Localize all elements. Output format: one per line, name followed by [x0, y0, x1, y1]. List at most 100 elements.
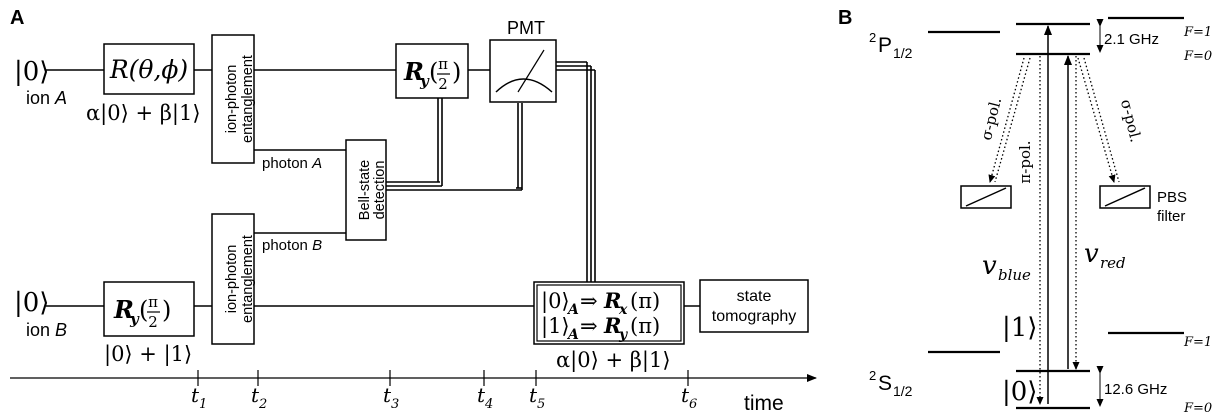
svg-text:A: A [566, 327, 579, 343]
ion-a-state: α|0⟩ + β|1⟩ [86, 101, 201, 126]
ry-gate-b-box [103, 281, 195, 337]
time-tick-label: t4 [477, 383, 493, 412]
classical-channel-bell [386, 98, 523, 191]
pbs-label: PBS [1157, 189, 1187, 206]
pmt-label: PMT [507, 18, 545, 38]
filter-label: filter [1157, 208, 1185, 225]
svg-text:A: A [566, 302, 579, 318]
pmt-needle [517, 49, 545, 93]
svg-text:blue: blue [998, 266, 1031, 284]
svg-text:(: ( [429, 58, 438, 86]
p-splitting-label: 2.1 GHz [1104, 31, 1159, 48]
ry-gate-a-box [395, 43, 469, 99]
ry-gate-a-label: R y ( π 2 ) [403, 55, 461, 93]
tomography-line1: state [737, 288, 772, 305]
s-splitting-label: 12.6 GHz [1104, 381, 1167, 398]
s-level-label: 2 S 1/2 [869, 368, 913, 399]
panel-b: B 2 P 1/2 2 S 1/2 2.1 GHz [838, 7, 1212, 415]
svg-text:S: S [878, 372, 892, 395]
energy-levels [928, 16, 1184, 410]
ion-b-state: |0⟩ + |1⟩ [104, 342, 192, 367]
conditional-line-2: |1⟩ A ⇒ R y (π) [541, 313, 660, 343]
pmt-meter-arc [495, 78, 553, 93]
time-tick-label: t6 [681, 383, 697, 412]
entanglement-box-a [211, 34, 255, 164]
rotation-gate-box [103, 43, 195, 95]
f1-bottom-label: F=1 [1183, 335, 1212, 350]
sigma-right-arrow [1077, 57, 1120, 183]
time-axis-label: time [744, 392, 784, 415]
pi-pol-label: π-pol. [1016, 140, 1034, 183]
svg-text:1/2: 1/2 [893, 45, 913, 61]
ket-one-label: |1⟩ [1002, 313, 1037, 343]
bell-detection-box [345, 139, 387, 241]
sigma-left-arrow [988, 57, 1031, 183]
time-tick-label: t3 [383, 383, 399, 412]
photon-b-label: photon B [262, 237, 322, 254]
f0-top-label: F=0 [1183, 49, 1212, 64]
p-level-label: 2 P 1/2 [869, 30, 913, 61]
svg-text:R: R [113, 295, 134, 324]
svg-text:|1⟩: |1⟩ [541, 314, 570, 339]
ry-gate-b-label: R y ( π 2 ) [113, 293, 171, 331]
tomography-line2: tomography [712, 308, 797, 325]
svg-text:2: 2 [438, 75, 448, 93]
ion-a-label: ion A [26, 88, 67, 108]
bell-line1: Bell-state [357, 160, 373, 220]
classical-channel-pmt [556, 61, 596, 282]
entanglement-b-line1: ion-photon [224, 245, 240, 314]
panel-b-label: B [838, 7, 852, 29]
ion-b-ket: |0⟩ [14, 288, 49, 318]
entanglement-b-line2: entanglement [240, 235, 256, 323]
svg-text:R: R [603, 313, 621, 338]
pbs-left [960, 185, 1012, 209]
ion-a-ket: |0⟩ [14, 57, 49, 87]
svg-text:1/2: 1/2 [893, 383, 913, 399]
svg-text:): ) [452, 58, 461, 86]
svg-text:(: ( [139, 296, 148, 324]
svg-text:y: y [618, 327, 628, 343]
entanglement-a-line2: entanglement [240, 55, 256, 143]
panel-a: A |0⟩ ion A R(θ,ϕ) α|0⟩ + β|1⟩ ion-photo… [10, 7, 817, 415]
photon-a-label: photon A [262, 155, 322, 172]
f0-bottom-label: F=0 [1183, 401, 1212, 415]
bell-line2: detection [372, 161, 388, 220]
time-tick-label: t5 [529, 383, 545, 412]
tomography-box [699, 279, 809, 333]
pmt-meter-box [489, 39, 557, 103]
svg-text:R: R [603, 288, 621, 313]
panel-a-label: A [10, 7, 24, 29]
conditional-line-1: |0⟩ A ⇒ R x (π) [541, 288, 660, 318]
entanglement-box-b [211, 213, 255, 345]
svg-text:2: 2 [869, 368, 876, 383]
svg-text:R: R [403, 57, 424, 86]
svg-text:2: 2 [148, 313, 158, 331]
svg-text:red: red [1100, 254, 1126, 272]
conditional-gate-inner [536, 284, 682, 342]
svg-text:y: y [419, 72, 430, 90]
time-tick-label: t2 [251, 383, 267, 412]
svg-text:π: π [148, 293, 158, 311]
svg-text:π: π [438, 55, 448, 73]
sigma-right-label: σ-pol. [1117, 98, 1145, 145]
svg-text:|0⟩: |0⟩ [541, 289, 570, 314]
svg-text:⇒: ⇒ [580, 314, 598, 338]
svg-text:y: y [129, 310, 140, 328]
svg-text:P: P [878, 34, 892, 57]
ket-zero-label: |0⟩ [1002, 377, 1037, 407]
f1-top-label: F=1 [1183, 25, 1212, 40]
svg-text:v: v [1084, 239, 1099, 269]
pbs-right [1099, 185, 1151, 209]
svg-text:): ) [162, 296, 171, 324]
svg-text:v: v [982, 251, 997, 281]
svg-text:x: x [618, 302, 628, 318]
svg-text:⇒: ⇒ [580, 289, 598, 313]
svg-text:(π): (π) [630, 289, 660, 313]
conditional-gate-outer [533, 281, 685, 345]
rotation-gate-label: R(θ,ϕ) [109, 55, 188, 84]
svg-text:(π): (π) [630, 314, 660, 338]
time-ticks: t1 t2 t3 t4 t5 t6 [191, 370, 697, 412]
nu-blue-label: v blue [982, 251, 1031, 284]
nu-red-label: v red [1084, 239, 1126, 272]
